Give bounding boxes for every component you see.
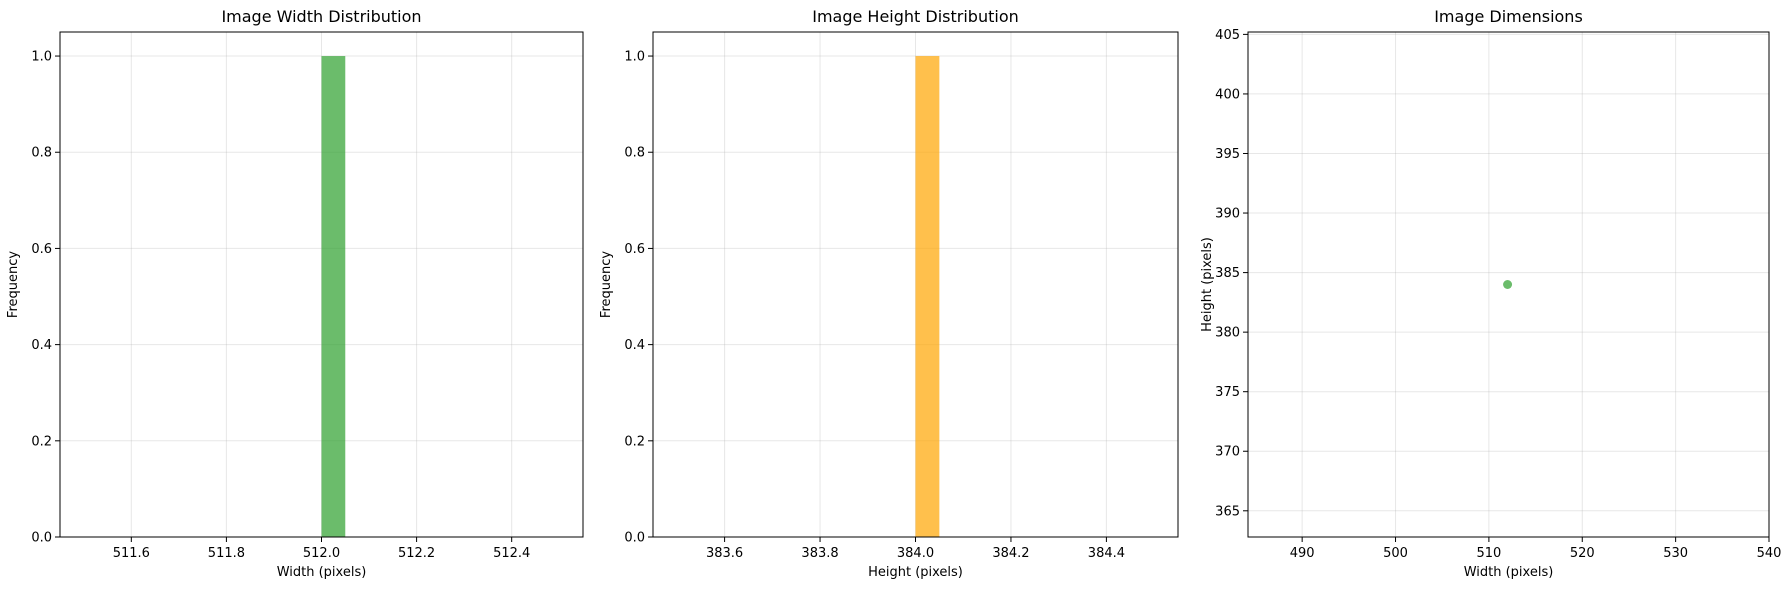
x-tick-label: 540: [1757, 546, 1782, 561]
x-tick-label: 510: [1476, 546, 1501, 561]
histogram-bar: [915, 56, 940, 538]
y-tick-label: 0.0: [31, 531, 52, 546]
x-tick-label: 383.6: [706, 546, 743, 561]
x-tick-label: 520: [1570, 546, 1595, 561]
x-axis-label: Width (pixels): [1464, 565, 1554, 580]
histogram-bar: [321, 56, 346, 538]
x-tick-label: 530: [1663, 546, 1688, 561]
y-tick-label: 370: [1215, 445, 1240, 460]
y-tick-label: 365: [1215, 504, 1240, 519]
y-tick-label: 385: [1215, 266, 1240, 281]
y-tick-label: 405: [1215, 28, 1240, 43]
chart-panel-3: 490 500 510 520 530 540 365 370 375 380 385 390 395 4…: [1200, 7, 1781, 580]
x-tick-label: 512.2: [398, 546, 435, 561]
y-tick-label: 0.6: [31, 242, 52, 257]
y-tick-label: 0.4: [624, 338, 645, 353]
y-tick-label: 0.2: [31, 434, 52, 449]
x-tick-label: 500: [1383, 546, 1408, 561]
y-tick-label: 1.0: [31, 50, 52, 65]
y-tick-label: 380: [1215, 326, 1240, 341]
y-tick-label: 375: [1215, 385, 1240, 400]
chart-title: Image Width Distribution: [221, 7, 421, 26]
chart-title: Image Height Distribution: [812, 7, 1019, 26]
scatter-point: [1503, 280, 1513, 289]
y-tick-label: 0.8: [31, 146, 52, 161]
x-tick-label: 511.6: [113, 546, 150, 561]
y-tick-label: 400: [1215, 87, 1240, 102]
x-tick-label: 490: [1290, 546, 1315, 561]
x-tick-label: 511.8: [208, 546, 245, 561]
y-tick-label: 0.6: [624, 242, 645, 257]
x-tick-label: 512.4: [493, 546, 530, 561]
y-tick-label: 395: [1215, 147, 1240, 162]
plot-frame: [1247, 31, 1770, 538]
x-axis-label: Width (pixels): [277, 565, 367, 580]
x-tick-label: 384.4: [1088, 546, 1125, 561]
y-axis-label: Frequency: [6, 251, 21, 318]
y-tick-label: 390: [1215, 207, 1240, 222]
y-tick-label: 1.0: [624, 50, 645, 65]
y-tick-label: 0.4: [31, 338, 52, 353]
y-axis-label: Frequency: [599, 251, 614, 318]
x-tick-label: 384.2: [992, 546, 1029, 561]
x-tick-label: 384.0: [897, 546, 934, 561]
chart-panel-1: 511.6 511.8 512.0 512.2 512.4 0.0 0.2 0.4 0.6 0.8…: [6, 7, 584, 580]
x-axis-label: Height (pixels): [868, 565, 963, 580]
y-tick-label: 0.0: [624, 531, 645, 546]
chart-title: Image Dimensions: [1434, 7, 1583, 26]
x-tick-label: 383.8: [801, 546, 838, 561]
y-tick-label: 0.8: [624, 146, 645, 161]
x-tick-label: 512.0: [303, 546, 340, 561]
chart-panel-2: 383.6 383.8 384.0 384.2 384.4 0.0 0.2 0.4 0.6 0.8…: [599, 7, 1179, 580]
y-axis-label: Height (pixels): [1200, 237, 1215, 332]
y-tick-label: 0.2: [624, 434, 645, 449]
